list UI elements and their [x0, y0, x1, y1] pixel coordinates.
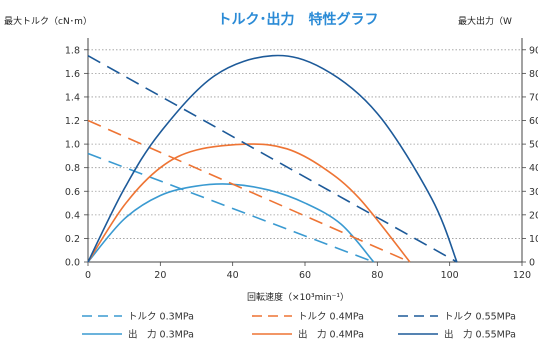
tick-label-left: 1.2 [65, 116, 80, 127]
tick-label-right: 70 [529, 92, 538, 103]
series-line-torque-2 [87, 54, 458, 263]
series-line-torque-1 [87, 119, 411, 263]
tick-label-x: 80 [371, 270, 383, 281]
legend-label: トルク 0.4MPa [298, 312, 364, 323]
tick-label-right: 60 [529, 116, 538, 127]
tick-label-left: 1.6 [65, 69, 80, 80]
tick-label-left: 1.8 [65, 45, 80, 56]
tick-label-left: 0.8 [65, 163, 80, 174]
series-line-output-5 [87, 54, 458, 263]
legend-label: トルク 0.3MPa [128, 312, 194, 323]
tick-label-right: 80 [529, 69, 538, 80]
tick-label-x: 60 [299, 270, 311, 281]
legend: トルク 0.3MPa トルク 0.4MPa トルク 0.55MPa 出 力 0.3MP… [82, 312, 516, 341]
tick-label-x: 20 [154, 270, 166, 281]
tick-labels: 0.0 0.2 0.4 0.6 0.8 1.0 1.2 1.4 1.6 1.8 0 10 20 30 40 5… [65, 45, 538, 281]
tick-label-left: 0.6 [65, 187, 80, 198]
series-line-output-3 [87, 183, 375, 263]
x-axis-title: 回転速度（×10³min⁻¹） [247, 291, 349, 303]
tick-label-x: 0 [85, 270, 91, 281]
y-axis-left-title: 最大トルク（cN･m） [4, 15, 92, 27]
tick-label-x: 40 [227, 270, 239, 281]
tick-label-left: 1.4 [65, 92, 80, 103]
legend-label: 出 力 0.3MPa [128, 329, 194, 341]
axes [84, 38, 526, 266]
y-axis-right-title: 最大出力（W [458, 15, 512, 27]
series-line-torque-0 [87, 152, 375, 263]
tick-label-right: 0 [529, 258, 535, 269]
tick-label-right: 40 [529, 163, 538, 174]
tick-label-left: 0.2 [65, 234, 80, 245]
plot-area [87, 54, 458, 263]
tick-label-right: 20 [529, 210, 538, 221]
series-line-output-4 [87, 143, 411, 263]
tick-label-x: 120 [513, 270, 531, 281]
tick-label-x: 100 [441, 270, 459, 281]
tick-label-left: 0.0 [65, 258, 80, 269]
legend-label: トルク 0.55MPa [444, 312, 516, 323]
tick-label-right: 10 [529, 234, 538, 245]
grid [88, 49, 522, 239]
legend-label: 出 力 0.4MPa [298, 329, 364, 341]
tick-label-right: 90 [529, 45, 538, 56]
legend-label: 出 力 0.55MPa [444, 329, 516, 341]
tick-label-left: 1.0 [65, 140, 80, 151]
chart-title: トルク･出力 特性グラフ [218, 11, 379, 28]
tick-label-right: 50 [529, 140, 538, 151]
tick-label-left: 0.4 [65, 210, 80, 221]
tick-label-right: 30 [529, 187, 538, 198]
